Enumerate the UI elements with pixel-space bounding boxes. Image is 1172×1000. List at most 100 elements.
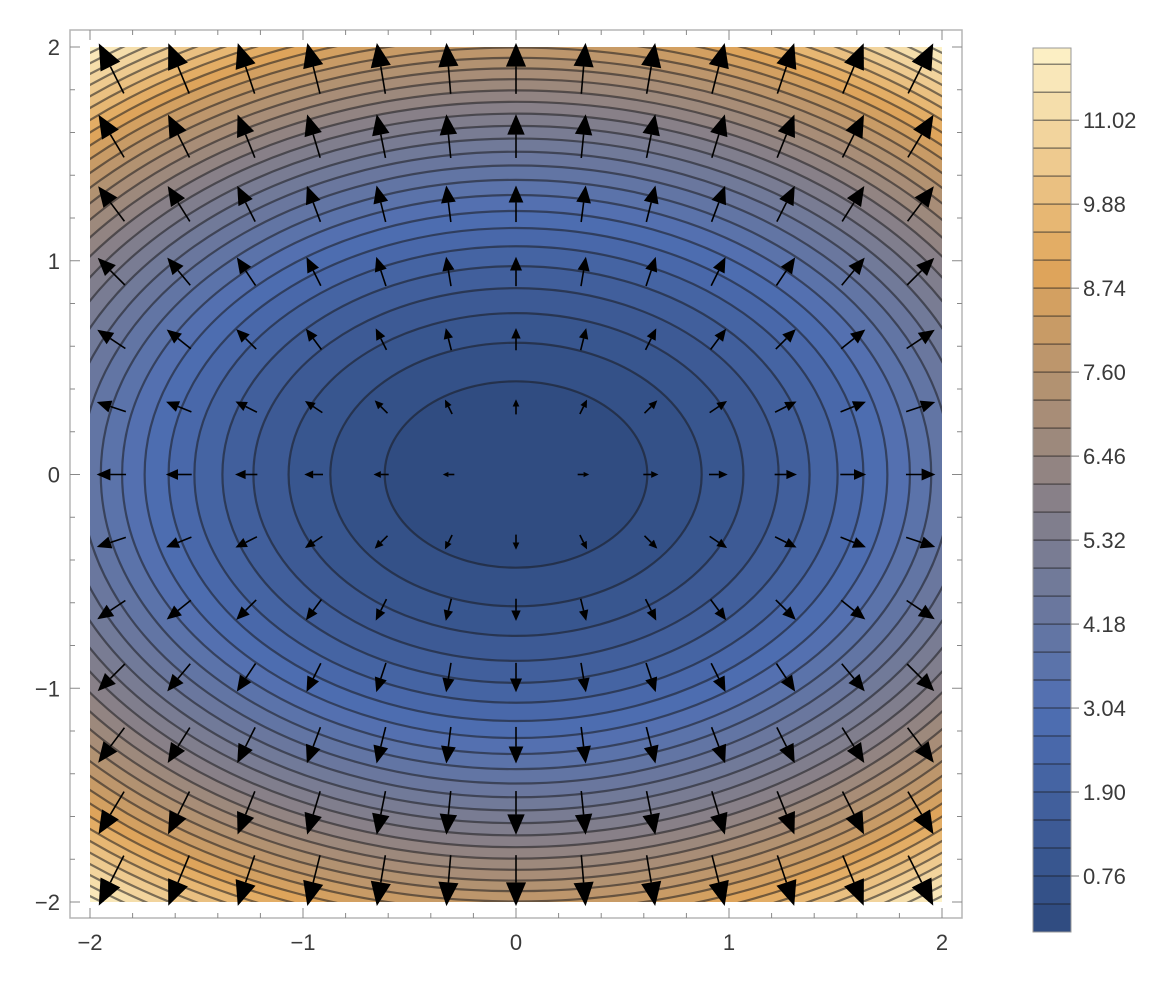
vector-arrow-shaft	[643, 535, 652, 544]
vector-arrow-head	[844, 43, 864, 71]
vector-arrow-shaft	[245, 599, 257, 612]
vector-arrow-head	[439, 114, 458, 136]
vector-arrow-shaft	[177, 663, 191, 679]
vector-arrow-shaft	[312, 270, 322, 287]
vector-arrow-shaft	[109, 663, 126, 680]
colorbar-band	[1033, 344, 1071, 373]
vector-arrow-shaft	[774, 405, 787, 413]
vector-arrow-head	[846, 742, 865, 763]
vector-arrow-shaft	[841, 663, 855, 679]
vector-arrow-head	[374, 539, 384, 549]
vector-arrow-shaft	[109, 727, 126, 747]
vector-arrow-head	[98, 809, 119, 835]
vector-arrow-head	[98, 43, 121, 72]
vector-arrow-shaft	[177, 599, 192, 612]
vector-arrow-head	[370, 880, 391, 907]
colorbar-band	[1033, 792, 1071, 821]
vector-arrow-head	[235, 879, 256, 906]
colorbar-band	[1033, 512, 1071, 541]
vector-arrow-head	[642, 114, 660, 137]
vector-arrow-head	[712, 257, 726, 274]
vector-arrow-head	[914, 741, 934, 763]
vector-arrow-head	[305, 743, 321, 764]
y-tick-label: −2	[35, 890, 60, 915]
vector-arrow-head	[576, 745, 591, 764]
colorbar-band	[1033, 176, 1071, 205]
vector-arrow-shaft	[643, 405, 652, 414]
colorbar-level-lines	[1033, 63, 1071, 905]
vector-arrow-head	[236, 606, 250, 620]
vector-arrow-shaft	[177, 337, 192, 350]
vector-arrow-head	[777, 114, 795, 138]
vector-arrow-shaft	[244, 134, 256, 158]
vector-arrow-head	[305, 607, 318, 621]
vector-arrow-head	[641, 42, 662, 69]
vector-arrow-head	[509, 256, 523, 271]
contour-line	[90, 112, 942, 837]
vector-arrow-head	[646, 608, 657, 621]
vector-arrow-head	[853, 469, 867, 480]
vector-arrow-shaft	[380, 270, 387, 287]
vector-arrow-shaft	[711, 790, 720, 815]
colorbar-bands	[1033, 48, 1071, 933]
vector-arrow-head	[580, 540, 588, 550]
colorbar-band	[1033, 204, 1071, 233]
vector-arrow-head	[850, 329, 866, 344]
colorbar-band	[1033, 428, 1071, 457]
vector-arrow-head	[780, 674, 796, 692]
vector-arrow-head	[710, 114, 728, 138]
vector-arrow-shaft	[447, 406, 453, 415]
vector-arrow-shaft	[447, 66, 452, 94]
vector-arrow-head	[712, 675, 726, 692]
vector-arrow-head	[305, 185, 321, 206]
vector-arrow-shaft	[312, 66, 321, 94]
colorbar-band	[1033, 596, 1071, 625]
vector-arrow-shaft	[645, 790, 652, 815]
vector-arrow-head	[237, 185, 253, 207]
vector-arrow-shaft	[841, 791, 855, 815]
vector-arrow-shaft	[109, 791, 125, 815]
vector-arrow-shaft	[906, 202, 923, 222]
vector-arrow-shaft	[709, 338, 720, 350]
vector-arrow-shaft	[840, 536, 855, 544]
vector-arrow-shaft	[906, 337, 923, 350]
vector-arrow-head	[643, 744, 659, 764]
vector-arrow-head	[304, 114, 322, 138]
vector-arrow-head	[98, 186, 118, 208]
colorbar-band	[1033, 456, 1071, 485]
vector-arrow-head	[166, 329, 182, 344]
vector-arrow-shaft	[711, 855, 720, 883]
colorbar-border	[1032, 47, 1072, 933]
vector-arrow-head	[577, 677, 590, 693]
vector-arrow-head	[237, 811, 255, 835]
colorbar-band	[1033, 288, 1071, 317]
vector-arrow-shaft	[711, 66, 720, 94]
colorbar-tick-label: 4.18	[1083, 612, 1126, 637]
vector-arrow-head	[304, 401, 316, 411]
vector-arrow-shaft	[776, 855, 788, 883]
colorbar-band	[1033, 92, 1071, 121]
contour-band	[384, 381, 648, 568]
vector-arrow-head	[782, 329, 796, 343]
vector-arrow-shaft	[380, 202, 387, 223]
axis-ticks	[70, 30, 962, 918]
vector-arrow-shaft	[380, 662, 387, 679]
vector-arrow-shaft	[580, 726, 585, 747]
vector-arrow-shaft	[447, 134, 452, 159]
vector-arrow-head	[786, 469, 797, 480]
colorbar-band	[1033, 736, 1071, 765]
vector-arrow-head	[578, 328, 589, 340]
vector-arrow-shaft	[245, 405, 258, 413]
colorbar-band	[1033, 652, 1071, 681]
vector-arrow-head	[580, 399, 588, 409]
vector-arrow-shaft	[312, 535, 323, 544]
y-tick-label: 2	[48, 35, 60, 60]
vector-arrow-head	[574, 813, 593, 835]
vector-arrow-shaft	[109, 337, 126, 350]
vector-arrow-shaft	[906, 663, 923, 680]
vector-arrow-head	[236, 329, 250, 343]
vector-arrow-shaft	[580, 270, 585, 287]
vector-arrow-head	[306, 675, 320, 692]
vector-arrow-head	[848, 257, 865, 276]
vector-arrow-head	[374, 400, 384, 410]
